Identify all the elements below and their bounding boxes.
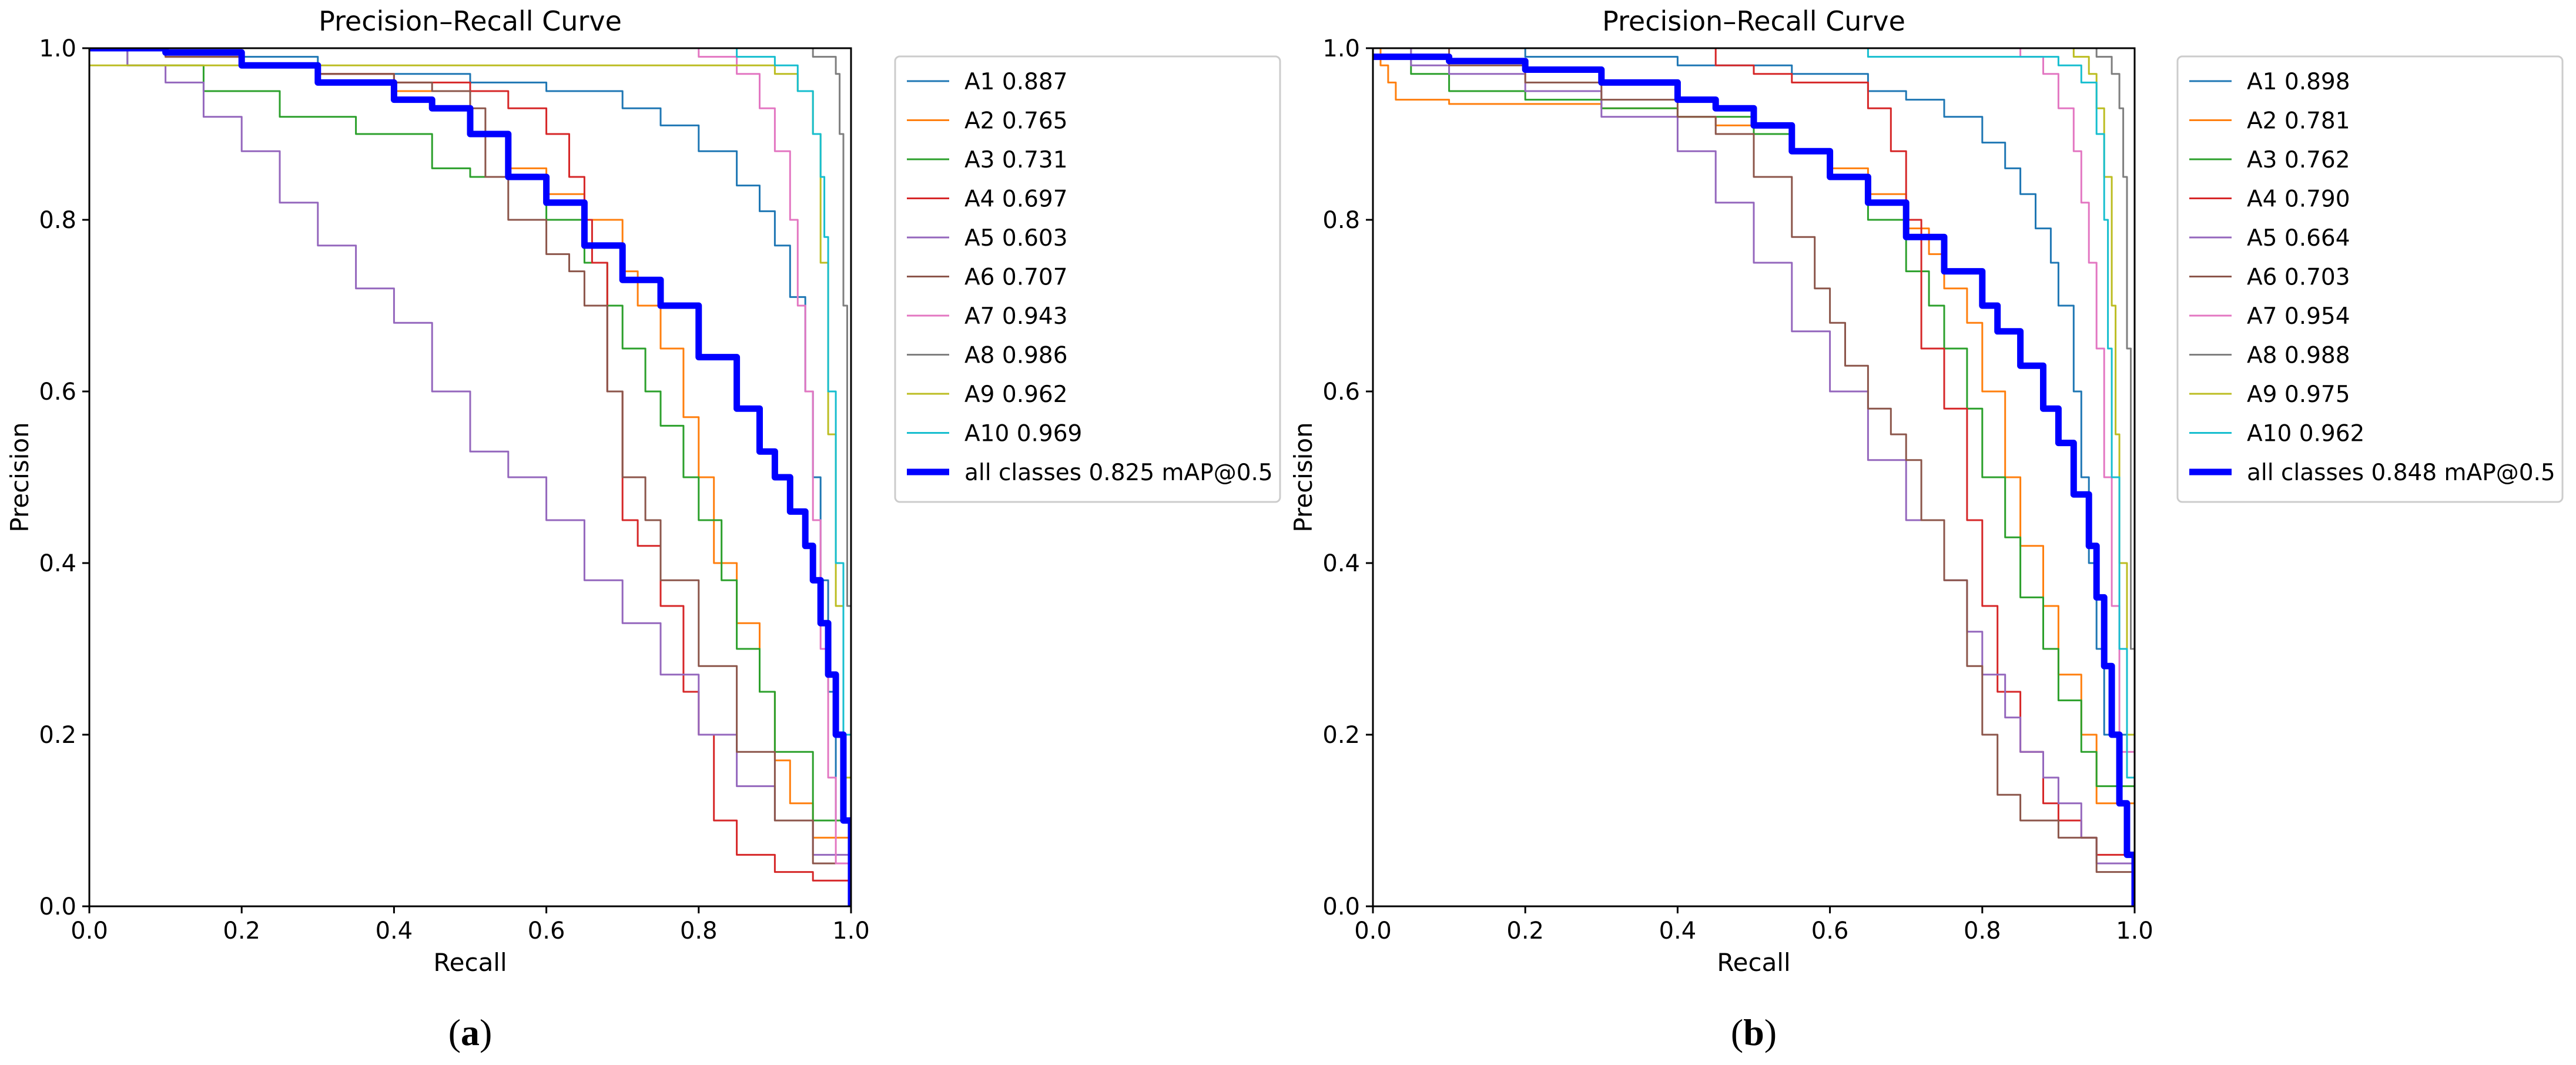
x-tick-label: 0.4 bbox=[1659, 917, 1697, 945]
y-tick-label: 1.0 bbox=[1322, 35, 1360, 62]
panel-label: (a) bbox=[448, 1012, 493, 1053]
legend: A1 0.887 A2 0.765 A3 0.731 A4 0.697 A5 0.603… bbox=[894, 55, 1281, 503]
legend-entry: A7 0.943 bbox=[964, 303, 1068, 330]
series-line-all-classes bbox=[89, 48, 851, 906]
legend-entry: A4 0.790 bbox=[2247, 186, 2350, 213]
y-tick-label: 0.4 bbox=[1322, 550, 1360, 577]
axes-frame bbox=[88, 47, 852, 907]
legend-entry: A3 0.762 bbox=[2247, 147, 2350, 173]
x-tick-label: 0.4 bbox=[376, 917, 413, 945]
x-tick-label: 0.2 bbox=[1506, 917, 1544, 945]
legend-entry: all classes 0.848 mAP@0.5 bbox=[2247, 460, 2555, 486]
series-line-a2 bbox=[1373, 48, 2135, 906]
series-line-a8 bbox=[1373, 48, 2135, 906]
legend-entry: A7 0.954 bbox=[2247, 303, 2350, 330]
legend-entry: A4 0.697 bbox=[964, 186, 1068, 213]
x-tick-label: 0.8 bbox=[680, 917, 718, 945]
legend-entry: A1 0.887 bbox=[964, 69, 1068, 95]
y-tick-label: 0.6 bbox=[39, 379, 76, 406]
panel-a: Precision–Recall Curve 0.0 0.2 0.4 0.6 0.8 1.0… bbox=[5, 5, 1281, 1053]
legend-entry: A2 0.781 bbox=[2247, 108, 2350, 135]
legend-entry: A8 0.988 bbox=[2247, 343, 2350, 369]
legend-entry: A6 0.707 bbox=[964, 264, 1068, 291]
legend-entry: A3 0.731 bbox=[964, 147, 1068, 173]
series-line-a6 bbox=[1373, 48, 2135, 906]
legend-entry: A1 0.898 bbox=[2247, 69, 2350, 95]
legend-frame bbox=[2176, 55, 2564, 503]
y-tick-label: 0.6 bbox=[1322, 379, 1360, 406]
x-tick-label: 0.6 bbox=[1811, 917, 1849, 945]
legend-entry: A2 0.765 bbox=[964, 108, 1068, 135]
panel-label: (b) bbox=[1731, 1012, 1777, 1053]
y-axis-label: Precision bbox=[5, 422, 34, 532]
y-tick-label: 0.0 bbox=[39, 893, 76, 920]
series-line-a4 bbox=[1373, 48, 2135, 906]
x-tick-label: 1.0 bbox=[2116, 917, 2153, 945]
y-tick-label: 0.4 bbox=[39, 550, 76, 577]
series-line-a10 bbox=[89, 48, 851, 906]
legend-entry: A5 0.603 bbox=[964, 225, 1068, 252]
legend-entry: A10 0.969 bbox=[964, 421, 1082, 447]
series-group bbox=[1373, 48, 2135, 906]
legend-entry: A6 0.703 bbox=[2247, 264, 2350, 291]
x-axis-label: Recall bbox=[433, 948, 507, 977]
legend-entry: A9 0.962 bbox=[964, 381, 1068, 408]
x-tick-label: 0.8 bbox=[1964, 917, 2001, 945]
y-tick-label: 0.8 bbox=[39, 207, 76, 234]
legend-entry: A10 0.962 bbox=[2247, 421, 2364, 447]
axes-frame bbox=[1372, 47, 2136, 907]
legend-frame bbox=[894, 55, 1281, 503]
y-axis-label: Precision bbox=[1289, 422, 1318, 532]
series-group bbox=[89, 48, 851, 906]
x-tick-label: 0.0 bbox=[1354, 917, 1392, 945]
y-tick-label: 0.0 bbox=[1322, 893, 1360, 920]
x-tick-label: 1.0 bbox=[832, 917, 870, 945]
series-line-a8 bbox=[89, 48, 851, 906]
series-line-a3 bbox=[89, 48, 851, 906]
legend-entry: A9 0.975 bbox=[2247, 381, 2350, 408]
series-line-all-classes bbox=[1373, 53, 2135, 906]
legend: A1 0.898 A2 0.781 A3 0.762 A4 0.790 A5 0.664… bbox=[2176, 55, 2564, 503]
series-line-a6 bbox=[89, 48, 851, 906]
chart-title: Precision–Recall Curve bbox=[1602, 5, 1905, 37]
y-tick-label: 1.0 bbox=[39, 35, 76, 62]
y-tick-label: 0.8 bbox=[1322, 207, 1360, 234]
x-axis-label: Recall bbox=[1717, 948, 1790, 977]
series-line-a7 bbox=[89, 48, 851, 906]
x-tick-label: 0.2 bbox=[223, 917, 260, 945]
chart-title: Precision–Recall Curve bbox=[319, 5, 622, 37]
legend-entry: A5 0.664 bbox=[2247, 225, 2350, 252]
panel-b: Precision–Recall Curve 0.0 0.2 0.4 0.6 0.8 1.0… bbox=[1289, 5, 2564, 1053]
x-tick-label: 0.0 bbox=[71, 917, 108, 945]
y-tick-label: 0.2 bbox=[39, 722, 76, 749]
legend-entry: all classes 0.825 mAP@0.5 bbox=[964, 460, 1273, 486]
legend-entry: A8 0.986 bbox=[964, 343, 1068, 369]
y-tick-label: 0.2 bbox=[1322, 722, 1360, 749]
series-line-a10 bbox=[1373, 48, 2135, 906]
x-tick-label: 0.6 bbox=[528, 917, 565, 945]
